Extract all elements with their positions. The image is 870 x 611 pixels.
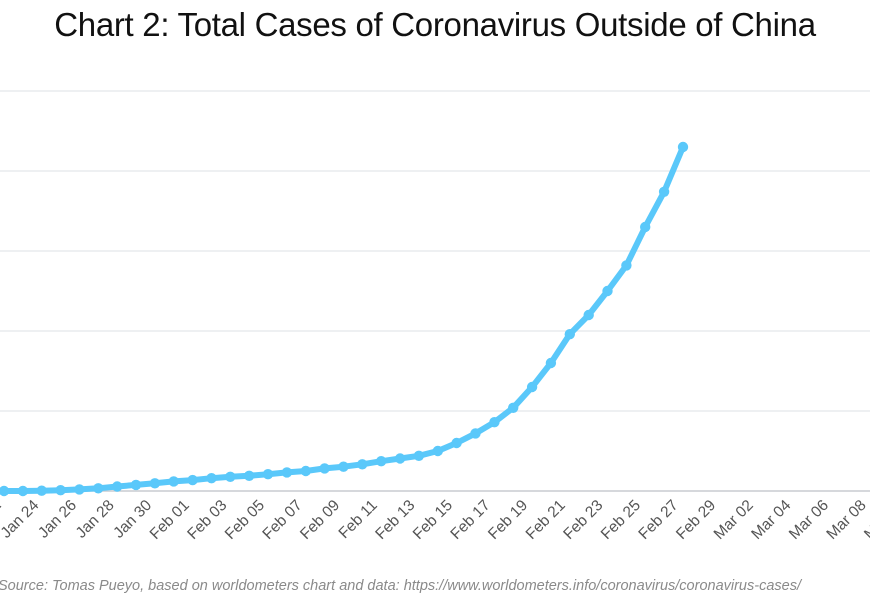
- data-point: [621, 260, 632, 271]
- data-point: [394, 453, 406, 464]
- x-tick-label: Feb 21: [523, 497, 569, 543]
- data-point: [413, 450, 425, 461]
- data-point: [17, 485, 29, 497]
- x-tick-label: Feb 25: [598, 497, 644, 543]
- data-point: [640, 221, 651, 233]
- data-point: [112, 481, 123, 492]
- data-point: [545, 357, 557, 369]
- x-tick-label: Feb 11: [335, 497, 380, 542]
- x-tick-label: Feb 27: [635, 497, 681, 543]
- x-tick-label: Feb 01: [147, 497, 193, 543]
- data-point: [508, 402, 519, 413]
- x-tick-label: Feb 09: [297, 497, 343, 543]
- x-tick-label: Feb 13: [372, 497, 418, 543]
- gridlines: [0, 90, 870, 492]
- chart-title: Chart 2: Total Cases of Coronavirus Outs…: [54, 6, 816, 43]
- data-point: [168, 476, 179, 487]
- data-point: [130, 479, 142, 491]
- x-tick-label: Jan 28: [73, 497, 118, 542]
- data-point: [489, 417, 500, 428]
- x-tick-label: Mar 02: [711, 497, 757, 543]
- data-point: [300, 465, 311, 477]
- x-tick-label: Feb 19: [485, 497, 531, 543]
- data-points: [0, 141, 689, 497]
- x-tick-label: Mar 04: [748, 497, 794, 543]
- data-point: [432, 445, 443, 457]
- x-tick-label: Mar 06: [786, 497, 832, 543]
- x-tick-label: Jan 30: [110, 497, 155, 542]
- x-tick-label: Feb 05: [222, 497, 268, 543]
- data-point: [55, 485, 66, 496]
- data-point: [149, 478, 161, 489]
- x-tick-label: Feb 23: [560, 497, 606, 543]
- data-point: [206, 473, 217, 484]
- data-point: [526, 381, 538, 393]
- x-tick-label: Feb 07: [259, 497, 305, 543]
- data-point: [357, 459, 368, 470]
- data-point: [225, 471, 236, 482]
- data-point: [564, 329, 575, 340]
- data-point: [74, 484, 85, 495]
- source-note: Source: Tomas Pueyo, based on worldomete…: [0, 578, 801, 594]
- data-point: [0, 485, 10, 497]
- data-point: [658, 186, 670, 197]
- x-tick-label: Feb 03: [184, 497, 230, 543]
- data-point: [602, 285, 613, 297]
- data-point: [93, 483, 104, 494]
- data-point: [338, 461, 349, 472]
- x-tick-label: Feb 29: [673, 497, 719, 543]
- data-point: [281, 467, 293, 478]
- x-tick-label: Feb 15: [410, 497, 456, 543]
- data-point: [677, 141, 689, 153]
- series-line: [1, 144, 686, 494]
- data-point: [36, 485, 47, 496]
- x-tick-label: Mar 08: [823, 497, 869, 543]
- data-point: [583, 309, 594, 321]
- data-point: [451, 437, 462, 449]
- data-point: [244, 470, 255, 481]
- data-point: [187, 474, 198, 486]
- x-tick-label: Jan 26: [35, 497, 80, 542]
- x-tick-label: Feb 17: [447, 497, 493, 543]
- data-point: [376, 456, 387, 467]
- data-point: [262, 469, 274, 480]
- data-point: [470, 428, 481, 439]
- data-point: [319, 463, 330, 474]
- x-tick-label: Jan 24: [0, 497, 43, 542]
